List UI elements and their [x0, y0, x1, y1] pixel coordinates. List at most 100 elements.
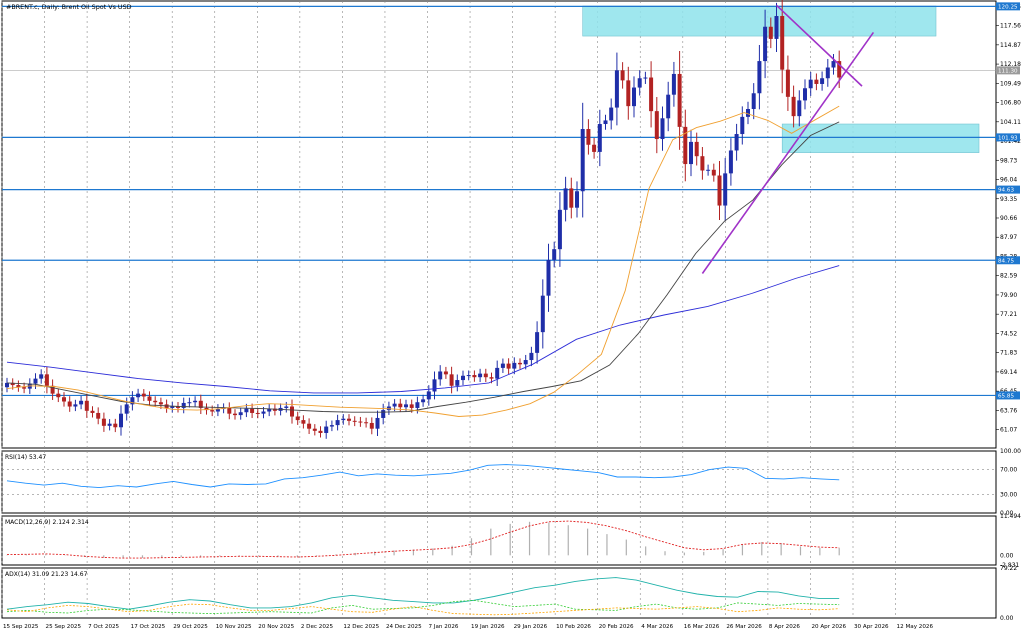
candle-bearish — [677, 73, 682, 127]
candle-bullish — [557, 209, 562, 250]
candle-bearish — [50, 385, 55, 394]
y-tick-label: 74.52 — [1000, 330, 1017, 337]
chart-title: #BRENT.c, Daily: Brent Oil Spot Vs USD — [6, 3, 132, 11]
candle-bullish — [267, 408, 272, 412]
candle-bullish — [774, 16, 779, 39]
candle-bearish — [90, 410, 95, 413]
candle-bullish — [79, 400, 84, 405]
candle-bearish — [717, 175, 722, 206]
candle-bullish — [597, 124, 602, 152]
candle-bullish — [119, 413, 123, 428]
candle-bullish — [757, 61, 762, 94]
supply-demand-zone — [582, 5, 937, 37]
candle-bearish — [44, 374, 49, 386]
candle-bearish — [147, 396, 152, 401]
candle-bearish — [506, 363, 511, 369]
candle-bearish — [711, 169, 716, 176]
macd-title: MACD(12,26,9) 2.124 2.314 — [5, 519, 89, 526]
candle-bullish — [39, 374, 44, 379]
candle-bearish — [301, 420, 306, 424]
candle-bullish — [5, 382, 9, 388]
x-tick-label: 20 Feb 2026 — [599, 624, 634, 630]
candle-bullish — [734, 134, 739, 151]
candle-bullish — [603, 120, 608, 125]
candle-bullish — [244, 408, 249, 413]
level-price-label: 84.75 — [998, 258, 1014, 264]
candle-bullish — [546, 259, 551, 296]
candle-bearish — [626, 80, 631, 107]
candle-bearish — [10, 382, 15, 386]
candle-bullish — [666, 94, 671, 119]
candle-bullish — [820, 78, 825, 84]
candle-bullish — [187, 402, 192, 404]
candle-bearish — [592, 144, 597, 152]
candle-bullish — [284, 406, 289, 408]
candle-bullish — [455, 380, 460, 386]
x-tick-label: 8 Apr 2026 — [769, 624, 800, 630]
candle-bullish — [461, 375, 465, 381]
candle-bearish — [364, 422, 369, 424]
candle-bullish — [193, 400, 198, 403]
candle-bearish — [443, 371, 448, 375]
level-price-tag — [996, 133, 1020, 142]
candle-bearish — [210, 410, 215, 412]
y-tick-label: 117.56 — [1000, 23, 1021, 30]
level-price-tag — [996, 391, 1020, 400]
candle-bearish — [158, 402, 163, 405]
candle-bearish — [347, 418, 351, 421]
candle-bullish — [808, 79, 813, 89]
x-tick-label: 12 Dec 2025 — [343, 624, 379, 630]
candle-bearish — [489, 377, 494, 379]
candle-bullish — [324, 426, 329, 433]
y-tick-label: 112.18 — [1000, 61, 1021, 68]
candle-bullish — [107, 423, 112, 426]
candle-bullish — [689, 141, 693, 165]
candle-bearish — [694, 141, 699, 157]
trendline — [775, 4, 863, 87]
x-tick-label: 15 Sep 2025 — [3, 624, 39, 630]
pane-frame-3 — [1, 567, 997, 619]
candle-bearish — [700, 156, 705, 171]
candle-bullish — [335, 420, 340, 426]
candle-bullish — [797, 100, 802, 117]
y-tick-label: 109.49 — [1000, 80, 1021, 87]
candle-bearish — [312, 428, 317, 431]
candle-bullish — [746, 108, 750, 117]
y-tick-label: 101.42 — [1000, 138, 1021, 145]
candle-bearish — [250, 408, 255, 413]
y-tick-label: 104.11 — [1000, 119, 1021, 126]
x-tick-label: 7 Oct 2025 — [88, 624, 119, 630]
y-tick-label: 82.59 — [1000, 273, 1017, 280]
x-tick-label: 10 Nov 2025 — [216, 624, 252, 630]
candle-bullish — [831, 61, 836, 68]
rsi-y-tick-label: 0.00 — [1000, 510, 1014, 517]
candle-bullish — [495, 367, 500, 379]
y-tick-label: 96.04 — [1000, 177, 1017, 184]
candle-bearish — [307, 423, 312, 429]
candle-bullish — [426, 391, 431, 400]
candle-bearish — [113, 423, 118, 428]
candle-bearish — [785, 69, 790, 97]
candle-bearish — [227, 407, 232, 414]
macd-y-tick-label: -2.831 — [1000, 562, 1020, 569]
candle-bullish — [341, 418, 346, 421]
candle-bullish — [238, 412, 243, 416]
candle-bearish — [290, 406, 294, 417]
ma-slow-line — [6, 265, 840, 394]
x-tick-label: 17 Oct 2025 — [131, 624, 166, 630]
candle-bearish — [369, 422, 374, 429]
ma-mid-line — [6, 121, 840, 413]
candle-bearish — [67, 401, 72, 407]
candle-bullish — [609, 107, 614, 121]
candle-bullish — [124, 404, 129, 414]
x-tick-label: 30 Apr 2026 — [854, 624, 889, 630]
candle-bearish — [62, 397, 66, 402]
candle-bullish — [478, 373, 483, 378]
y-tick-label: 90.66 — [1000, 215, 1017, 222]
x-tick-label: 7 Jan 2026 — [429, 624, 459, 630]
candle-bearish — [398, 403, 403, 408]
candle-bearish — [96, 412, 101, 419]
adx-line-minusdi — [6, 603, 840, 616]
